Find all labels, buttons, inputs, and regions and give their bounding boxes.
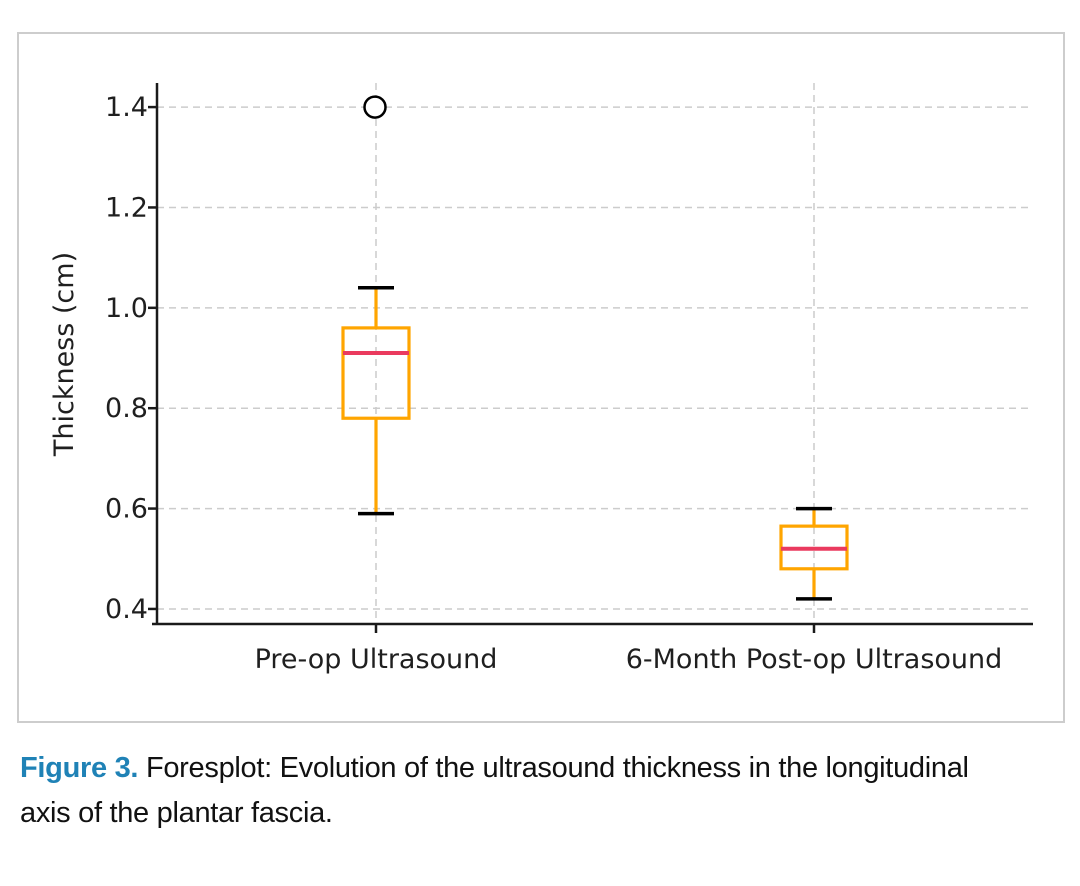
figure-caption-label: Figure 3. (20, 752, 139, 784)
figure-card: 0.4 0.6 0.8 1.0 1.2 1.4 Pre-op Ultrasound 6-Mon… (17, 32, 1065, 723)
figure-caption: Figure 3. Foresplot: Evolution of the ul… (20, 746, 970, 836)
figure-caption-text: Foresplot: Evolution of the ultrasound t… (20, 752, 969, 829)
y-tick-label: 0.8 (105, 393, 148, 424)
boxplot-chart: 0.4 0.6 0.8 1.0 1.2 1.4 Pre-op Ultrasound 6-Mon… (49, 83, 1033, 675)
iqr-box (341, 326, 411, 420)
outlier-point (363, 95, 387, 119)
y-axis-title: Thickness (cm) (49, 252, 80, 457)
x-tick-label: 6-Month Post-op Ultrasound (626, 644, 1003, 675)
x-tick-label: Pre-op Ultrasound (255, 644, 498, 675)
y-tick-label: 0.4 (105, 594, 148, 625)
y-tick-label: 1.0 (105, 293, 148, 324)
y-tick-label: 1.4 (105, 92, 148, 123)
y-tick-label: 1.2 (105, 192, 148, 223)
y-tick-label: 0.6 (105, 494, 148, 525)
